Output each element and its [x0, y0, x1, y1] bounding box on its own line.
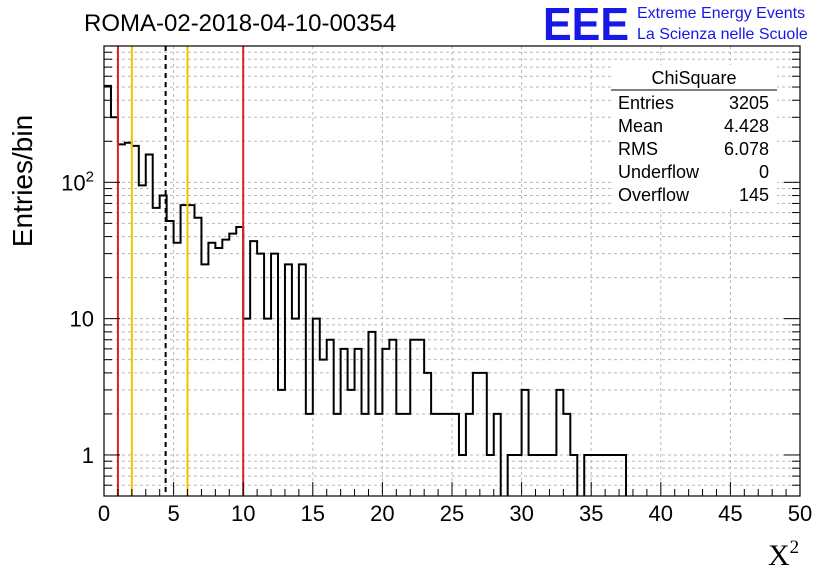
stats-box: ChiSquare Entries 3205 Mean 4.428 RMS 6.… [611, 65, 777, 209]
x-tick-label: 5 [167, 501, 179, 526]
y-axis-label: Entries/bin [7, 115, 38, 247]
stats-value-mean: 4.428 [724, 116, 769, 136]
stats-label-mean: Mean [618, 116, 663, 136]
x-axis-label: X2 [768, 537, 799, 572]
stats-value-underflow: 0 [759, 162, 769, 182]
stats-box-title: ChiSquare [651, 68, 736, 88]
logo-line2: La Scienza nelle Scuole [637, 26, 808, 43]
x-tick-labels: 0 5 10 15 20 25 30 35 40 45 50 [98, 501, 812, 526]
stats-box-background [611, 65, 777, 209]
stats-value-overflow: 145 [739, 185, 769, 205]
stats-label-overflow: Overflow [618, 185, 690, 205]
logo-line1: Extreme Energy Events [637, 5, 805, 22]
x-tick-label: 10 [231, 501, 255, 526]
eee-logo-mark: EEE [543, 0, 629, 50]
x-tick-label: 30 [509, 501, 533, 526]
eee-logo: EEE Extreme Energy Events La Scienza nel… [543, 0, 808, 50]
x-tick-label: 20 [370, 501, 394, 526]
stats-label-underflow: Underflow [618, 162, 700, 182]
y-tick-label: 10 [70, 307, 94, 332]
x-axis-label-main: X [768, 539, 790, 572]
x-tick-label: 50 [788, 501, 812, 526]
histogram-series [104, 84, 627, 496]
grid-lines [104, 46, 800, 496]
chart-title: ROMA-02-2018-04-10-00354 [84, 10, 396, 37]
x-tick-label: 35 [579, 501, 603, 526]
x-axis-label-sup: 2 [790, 537, 800, 558]
x-tick-label: 45 [718, 501, 742, 526]
x-tick-label: 15 [301, 501, 325, 526]
stats-value-entries: 3205 [729, 93, 769, 113]
histogram-outline [104, 84, 627, 496]
y-tick-label: 1 [82, 443, 94, 468]
x-tick-label: 40 [649, 501, 673, 526]
stats-value-rms: 6.078 [724, 139, 769, 159]
stats-label-entries: Entries [618, 93, 674, 113]
y-tick-label-exponent: 2 [86, 168, 94, 185]
threshold-lines [116, 46, 245, 496]
axis-ticks [103, 45, 801, 497]
y-tick-label: 102 [61, 168, 94, 195]
y-tick-label-base: 10 [61, 170, 85, 195]
stats-label-rms: RMS [618, 139, 658, 159]
x-tick-label: 0 [98, 501, 110, 526]
x-tick-label: 25 [440, 501, 464, 526]
